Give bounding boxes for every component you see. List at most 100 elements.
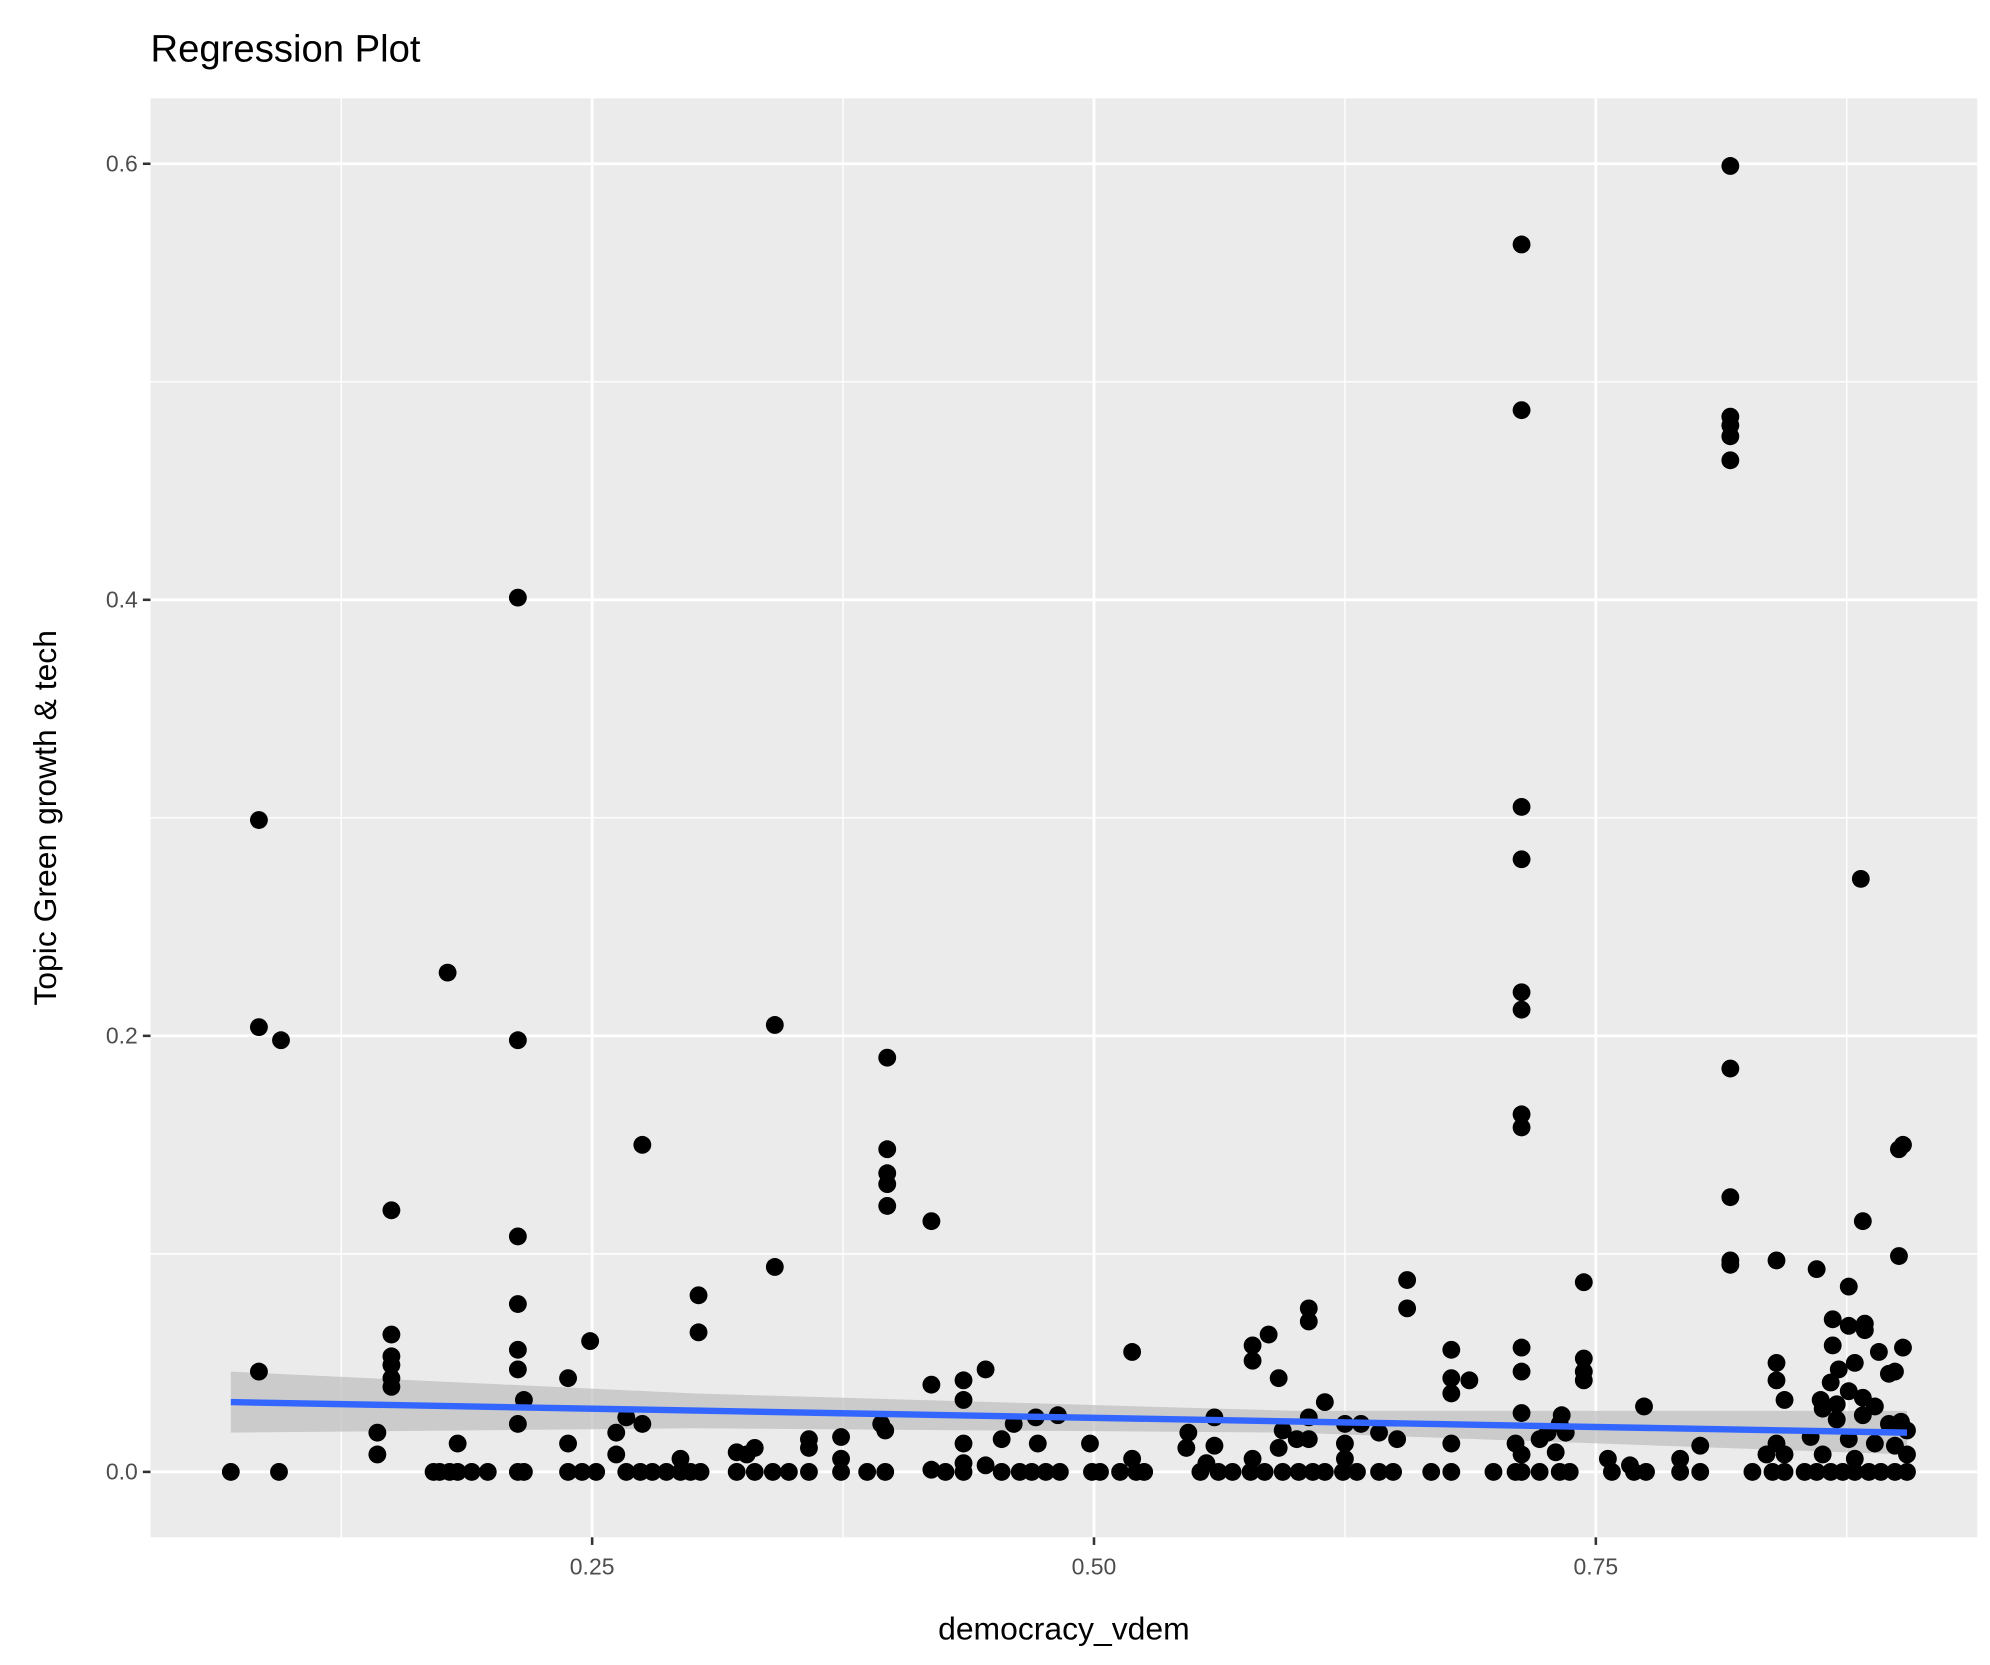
data-point: [745, 1462, 764, 1481]
data-point: [936, 1462, 955, 1481]
data-point: [270, 1462, 288, 1481]
data-point: [1845, 1353, 1864, 1372]
data-point: [922, 1375, 941, 1394]
data-point: [954, 1454, 973, 1473]
data-point: [508, 1031, 527, 1050]
data-point: [1775, 1391, 1794, 1409]
data-point: [1691, 1436, 1710, 1455]
data-point: [1091, 1462, 1109, 1481]
data-point: [382, 1356, 401, 1374]
data-point: [221, 1462, 240, 1481]
data-point: [1299, 1430, 1318, 1449]
data-point: [1512, 850, 1531, 869]
data-point: [1223, 1462, 1242, 1481]
data-point: [508, 1227, 527, 1246]
y-tick-label: 0.2: [106, 1023, 138, 1049]
data-point: [508, 1360, 527, 1379]
data-point: [765, 1016, 784, 1034]
data-point: [1315, 1462, 1334, 1481]
data-point: [1637, 1462, 1655, 1481]
data-point: [272, 1031, 290, 1050]
data-point: [559, 1462, 577, 1481]
x-tick-label: 0.25: [570, 1553, 615, 1579]
data-point: [876, 1462, 895, 1481]
data-point: [1111, 1462, 1130, 1481]
data-point: [1442, 1369, 1461, 1388]
data-point: [382, 1377, 401, 1396]
data-point: [448, 1434, 467, 1453]
y-axis-title: Topic Green growth & tech: [27, 630, 63, 1006]
data-point: [1512, 1105, 1531, 1124]
data-point: [763, 1462, 782, 1481]
data-point: [1767, 1371, 1786, 1390]
data-point: [1398, 1299, 1417, 1318]
data-point: [1243, 1336, 1262, 1355]
data-point: [1335, 1449, 1354, 1468]
data-point: [1370, 1462, 1388, 1481]
data-point: [765, 1258, 784, 1276]
data-point: [954, 1371, 973, 1390]
data-point: [478, 1462, 497, 1481]
data-point: [878, 1048, 897, 1067]
data-point: [992, 1430, 1011, 1449]
data-point: [1890, 1247, 1908, 1265]
data-point: [689, 1286, 708, 1305]
data-point: [832, 1449, 850, 1468]
data-point: [1036, 1462, 1055, 1481]
data-point: [1205, 1436, 1224, 1455]
data-point: [1512, 983, 1531, 1002]
data-point: [508, 1340, 527, 1359]
data-point: [1384, 1462, 1403, 1481]
data-point: [1839, 1316, 1858, 1335]
data-point: [1721, 451, 1740, 470]
data-point: [1691, 1462, 1710, 1481]
x-axis-title: democracy_vdem: [938, 1610, 1190, 1646]
data-point: [878, 1196, 897, 1215]
data-point: [1512, 1338, 1531, 1357]
data-point: [1827, 1395, 1846, 1414]
data-point: [617, 1462, 636, 1481]
y-tick-label: 0.6: [106, 150, 138, 176]
data-point: [1869, 1343, 1888, 1361]
data-point: [1552, 1406, 1571, 1425]
data-point: [1671, 1462, 1690, 1481]
data-point: [559, 1369, 577, 1388]
data-point: [922, 1212, 941, 1231]
data-point: [1775, 1462, 1794, 1481]
data-point: [1512, 1362, 1531, 1381]
axes: 0.25 0.50 0.75 0.0 0.2 0.4 0.6: [106, 150, 1618, 1579]
data-points: [221, 157, 1916, 1481]
data-point: [1898, 1462, 1916, 1481]
data-point: [1269, 1369, 1288, 1388]
data-point: [249, 1018, 268, 1037]
data-point: [1853, 1212, 1872, 1231]
data-point: [1829, 1360, 1848, 1379]
data-point: [587, 1462, 606, 1481]
data-point: [1243, 1351, 1262, 1370]
data-point: [249, 811, 268, 829]
data-point: [992, 1462, 1011, 1481]
data-point: [382, 1201, 401, 1220]
data-point: [1315, 1393, 1334, 1412]
data-point: [954, 1434, 973, 1453]
data-point: [1574, 1349, 1593, 1368]
data-point: [508, 1414, 527, 1433]
data-point: [689, 1323, 708, 1342]
data-point: [1845, 1462, 1864, 1481]
data-point: [1821, 1373, 1840, 1392]
data-point: [1512, 235, 1531, 254]
data-point: [1851, 869, 1870, 888]
data-point: [1370, 1423, 1388, 1442]
data-point: [1289, 1462, 1308, 1481]
data-point: [1839, 1382, 1858, 1401]
data-point: [1209, 1462, 1228, 1481]
data-point: [1081, 1434, 1099, 1453]
data-point: [1813, 1399, 1832, 1418]
data-point: [878, 1175, 897, 1194]
data-point: [1179, 1423, 1198, 1442]
data-point: [1721, 1188, 1740, 1207]
data-point: [368, 1445, 387, 1464]
data-point: [1813, 1445, 1832, 1464]
data-point: [514, 1462, 533, 1481]
